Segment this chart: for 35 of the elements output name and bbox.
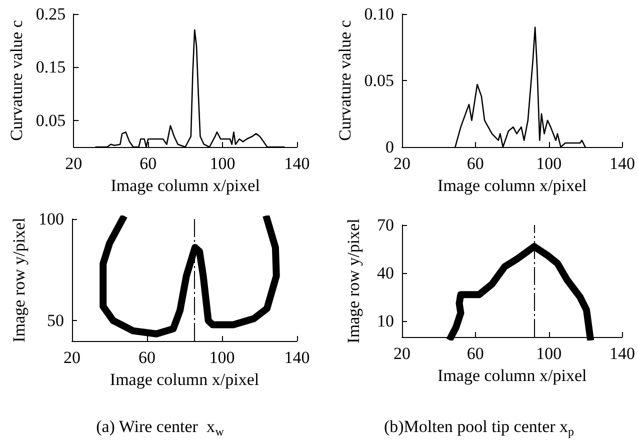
y-tick-label: 0 (386, 138, 394, 156)
y-tick-label: 0.15 (36, 58, 66, 77)
x-axis-title: Image column x/pixel (438, 176, 587, 195)
y-tick-label: 50 (47, 311, 64, 330)
x-tick-label: 60 (466, 154, 484, 173)
x-tick-label: 140 (610, 344, 635, 363)
x-axis-title: Image column x/pixel (110, 370, 260, 389)
x-tick-label: 100 (536, 154, 562, 173)
x-tick-label: 20 (64, 348, 80, 367)
y-axis-title: Image row y/pixel (10, 217, 29, 342)
x-tick-label: 140 (284, 348, 310, 367)
y-tick-label: 0.10 (364, 4, 394, 24)
y-tick-label: 100 (38, 210, 64, 228)
x-tick-label: 60 (138, 348, 156, 367)
y-tick-label: 0.25 (36, 4, 66, 24)
y-axis-title: Curvature value c (7, 20, 26, 141)
x-tick-label: 100 (536, 344, 562, 363)
x-tick-label: 140 (284, 154, 310, 173)
x-tick-label: 60 (140, 154, 157, 173)
x-tick-label: 20 (65, 154, 82, 173)
y-tick-label: 0.05 (364, 71, 394, 90)
y-tick-label: 0.05 (36, 110, 66, 130)
y-tick-label: 10 (377, 312, 394, 330)
x-tick-label: 60 (466, 344, 484, 363)
y-axis-title: Image row y/pixel (344, 218, 363, 344)
y-tick-label: 70 (377, 216, 394, 234)
x-tick-label: 100 (209, 348, 235, 367)
x-axis-title: Image column x/pixel (438, 366, 587, 385)
y-tick-label: 40 (377, 264, 394, 282)
x-tick-label: 20 (394, 344, 410, 363)
x-tick-label: 100 (210, 154, 236, 173)
x-axis-title: Image column x/pixel (110, 176, 260, 195)
y-axis-title: Curvature value c (335, 20, 354, 141)
x-tick-label: 140 (610, 154, 635, 173)
x-tick-label: 20 (394, 154, 410, 173)
